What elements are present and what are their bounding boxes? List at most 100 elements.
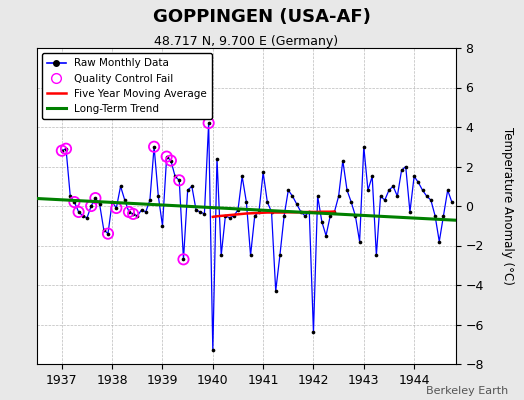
Point xyxy=(246,252,255,258)
Point xyxy=(280,213,288,219)
Point xyxy=(393,193,401,199)
Point xyxy=(146,197,154,203)
Point xyxy=(204,120,213,126)
Point xyxy=(217,252,225,258)
Point xyxy=(305,209,313,215)
Point xyxy=(133,213,141,219)
Point xyxy=(431,213,439,219)
Point xyxy=(154,193,162,199)
Point xyxy=(389,183,397,190)
Point xyxy=(100,226,108,233)
Point xyxy=(162,154,171,160)
Point xyxy=(439,213,447,219)
Point xyxy=(401,163,410,170)
Point xyxy=(250,213,259,219)
Point xyxy=(259,169,267,176)
Point xyxy=(284,187,292,193)
Point xyxy=(406,209,414,215)
Point xyxy=(414,179,422,186)
Point xyxy=(79,213,87,219)
Point xyxy=(104,230,112,237)
Point xyxy=(372,252,380,258)
Point xyxy=(74,209,83,215)
Y-axis label: Temperature Anomaly (°C): Temperature Anomaly (°C) xyxy=(501,127,514,285)
Point xyxy=(162,154,171,160)
Point xyxy=(121,197,129,203)
Point xyxy=(271,288,280,294)
Point xyxy=(188,183,196,190)
Point xyxy=(355,238,364,245)
Point xyxy=(292,201,301,207)
Point xyxy=(443,187,452,193)
Point xyxy=(343,187,351,193)
Point xyxy=(318,218,326,225)
Point xyxy=(116,183,125,190)
Point xyxy=(422,193,431,199)
Point xyxy=(196,209,204,215)
Point xyxy=(112,205,121,211)
Point xyxy=(58,148,66,154)
Point xyxy=(435,238,443,245)
Point xyxy=(351,213,359,219)
Point xyxy=(74,209,83,215)
Point xyxy=(137,207,146,213)
Point xyxy=(167,157,175,164)
Point xyxy=(141,209,150,215)
Point xyxy=(359,144,368,150)
Point xyxy=(213,155,221,162)
Point xyxy=(330,209,339,215)
Point xyxy=(171,173,179,180)
Point xyxy=(83,215,91,221)
Point xyxy=(91,195,100,201)
Point xyxy=(380,197,389,203)
Point xyxy=(179,256,188,262)
Point xyxy=(234,207,242,213)
Point xyxy=(313,193,322,199)
Point xyxy=(204,120,213,126)
Point xyxy=(326,213,334,219)
Point xyxy=(238,173,246,180)
Point xyxy=(263,199,271,205)
Point xyxy=(108,199,116,205)
Point xyxy=(209,347,217,353)
Point xyxy=(175,177,183,184)
Point xyxy=(288,193,297,199)
Point xyxy=(418,187,427,193)
Text: Berkeley Earth: Berkeley Earth xyxy=(426,386,508,396)
Point xyxy=(334,193,343,199)
Point xyxy=(91,195,100,201)
Point xyxy=(225,215,234,221)
Point xyxy=(179,256,188,262)
Point xyxy=(221,213,230,219)
Point xyxy=(167,157,175,164)
Point xyxy=(125,209,133,215)
Point xyxy=(129,211,137,217)
Point xyxy=(242,199,250,205)
Point xyxy=(322,232,330,239)
Point xyxy=(267,209,276,215)
Point xyxy=(158,222,167,229)
Point xyxy=(66,193,74,199)
Point xyxy=(70,199,79,205)
Point xyxy=(150,144,158,150)
Point xyxy=(276,252,284,258)
Point xyxy=(70,199,79,205)
Point xyxy=(62,146,70,152)
Point xyxy=(183,187,192,193)
Point xyxy=(364,187,372,193)
Point xyxy=(339,157,347,164)
Point xyxy=(112,205,121,211)
Point xyxy=(255,209,263,215)
Title: 48.717 N, 9.700 E (Germany): 48.717 N, 9.700 E (Germany) xyxy=(154,35,339,48)
Point xyxy=(427,197,435,203)
Point xyxy=(301,213,309,219)
Point xyxy=(104,230,112,237)
Point xyxy=(410,173,418,180)
Point xyxy=(150,144,158,150)
Point xyxy=(385,187,393,193)
Point xyxy=(309,329,318,336)
Point xyxy=(376,193,385,199)
Point xyxy=(125,209,133,215)
Point xyxy=(192,207,200,213)
Point xyxy=(297,209,305,215)
